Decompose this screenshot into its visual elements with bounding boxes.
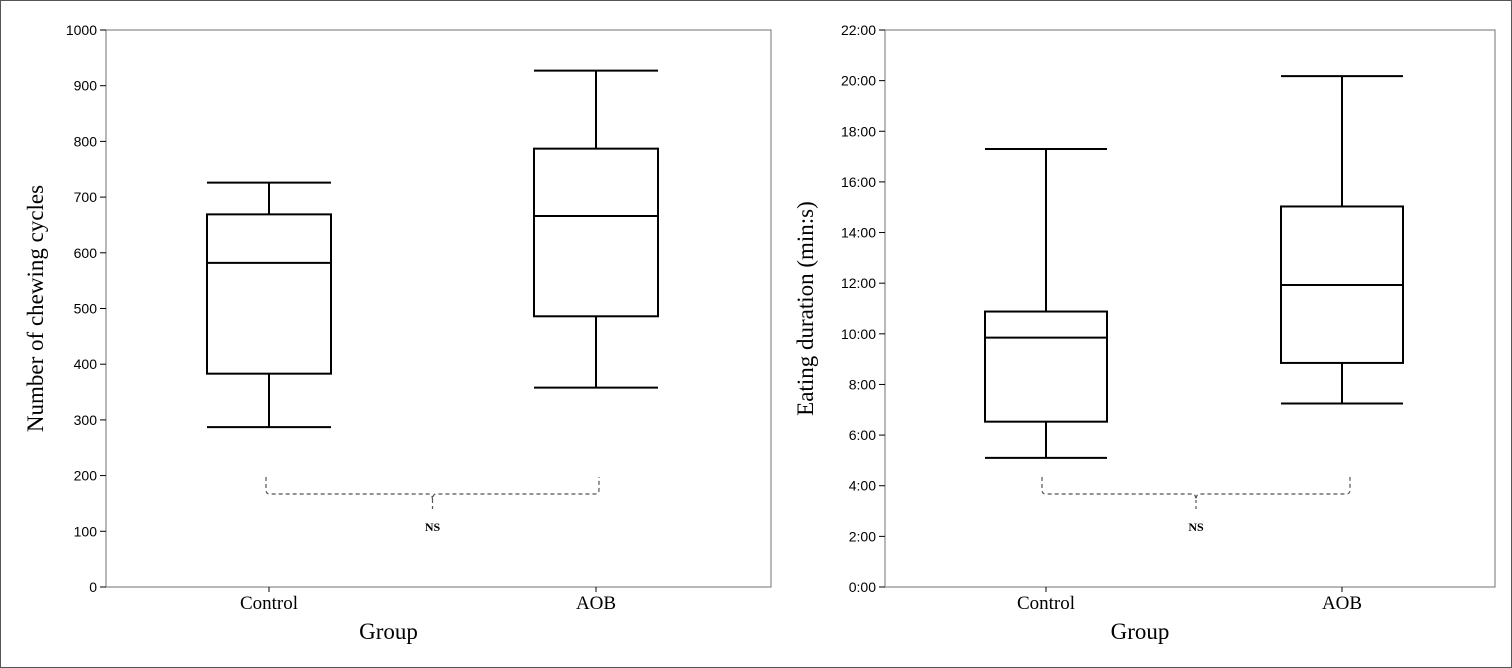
y-tick-label: 18:00	[841, 123, 876, 139]
x-category-label: AOB	[1322, 593, 1362, 614]
y-tick-label: 0:00	[849, 579, 876, 595]
chart-panel-1: 0 100 200 300 400 500 600 700 800 900 1000 Control A…	[23, 22, 772, 644]
y-tick-label: 1000	[66, 22, 97, 38]
y-tick-label: 300	[74, 412, 98, 428]
y-axis-title: Eating duration (min:s)	[793, 201, 818, 416]
plot-frame	[884, 29, 1496, 588]
significance-label: NS	[1188, 520, 1204, 534]
y-tick-label: 6:00	[849, 427, 876, 443]
y-tick-label: 400	[74, 356, 98, 372]
y-tick-label: 2:00	[849, 528, 876, 544]
y-tick-label: 800	[74, 133, 98, 149]
y-tick-label: 900	[74, 78, 98, 94]
y-tick-label: 700	[74, 189, 98, 205]
y-tick-label: 14:00	[841, 225, 876, 241]
y-tick-label: 12:00	[841, 275, 876, 291]
y-tick-label: 22:00	[841, 22, 876, 38]
x-category-label: Control	[240, 593, 298, 614]
significance-label: NS	[425, 520, 441, 534]
significance-bracket	[265, 477, 600, 501]
iqr-box	[533, 147, 659, 318]
x-axis-title: Group	[1111, 619, 1170, 644]
plot-frame	[105, 29, 772, 588]
x-category-label: Control	[1017, 593, 1075, 614]
y-tick-label: 4:00	[849, 478, 876, 494]
y-tick-label: 8:00	[849, 376, 876, 392]
y-axis-title: Number of chewing cycles	[23, 185, 48, 432]
y-tick-label: 0	[89, 579, 97, 595]
y-tick-label: 600	[74, 245, 98, 261]
chart-panel-2: 0:00 2:00 4:00 6:00 8:00 10:00 12:00 14:00 16:00…	[793, 22, 1496, 644]
box-aob	[533, 69, 659, 389]
y-tick-label: 200	[74, 468, 98, 484]
iqr-box	[206, 213, 332, 375]
x-axis-title: Group	[359, 619, 418, 644]
y-tick-label: 500	[74, 301, 98, 317]
iqr-box	[984, 310, 1108, 423]
y-tick-label: 16:00	[841, 174, 876, 190]
box-control	[984, 147, 1108, 459]
significance-bracket	[1041, 477, 1351, 501]
y-tick-label: 20:00	[841, 73, 876, 89]
x-category-label: AOB	[576, 593, 616, 614]
y-tick-label: 100	[74, 523, 98, 539]
box-control	[206, 181, 332, 429]
y-tick-label: 10:00	[841, 326, 876, 342]
box-aob	[1280, 75, 1404, 405]
